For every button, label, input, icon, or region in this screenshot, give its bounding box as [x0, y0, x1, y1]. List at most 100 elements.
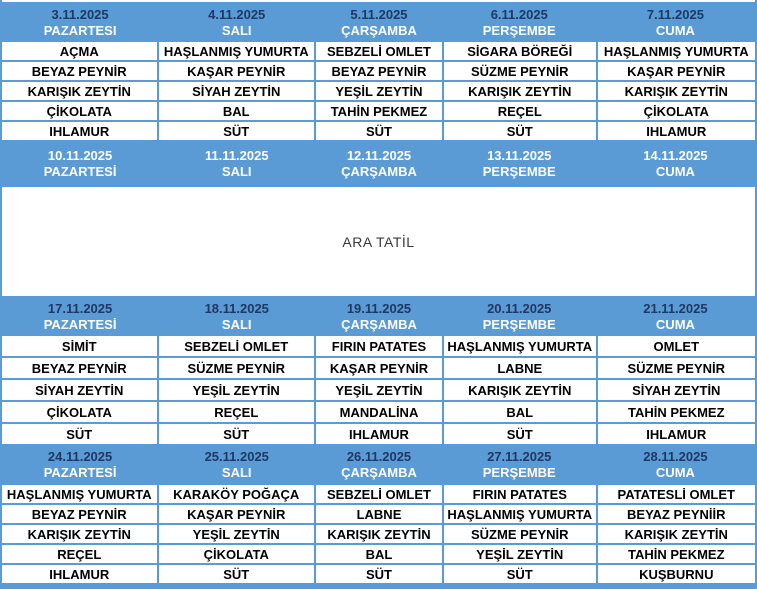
- day-label: PAZARTESI: [43, 22, 117, 38]
- date-label: 12.11.2025: [346, 148, 412, 163]
- menu-cell: BEYAZ PEYNİİR: [597, 505, 755, 523]
- menu-cell: SİYAH ZEYTİN: [597, 380, 755, 400]
- menu-cell: KAŞAR PEYNİR: [316, 358, 442, 378]
- date-label: 28.11.2025: [643, 449, 708, 464]
- menu-cell: KARIŞIK ZEYTİN: [443, 82, 596, 100]
- menu-cell: SÜT: [158, 122, 314, 140]
- day-label: SALI: [221, 465, 252, 480]
- date-label: 11.11.2025: [204, 148, 269, 163]
- menu-cell: ÇİKOLATA: [2, 402, 157, 422]
- date-label: 20.11.2025: [487, 300, 552, 316]
- day-header: 26.11.2025 ÇARŞAMBA: [315, 450, 442, 479]
- menu-cell: PATATESLİ OMLET: [597, 485, 755, 503]
- day-label: ÇARŞAMBA: [341, 316, 417, 332]
- day-header: 12.11.2025 ÇARŞAMBA: [315, 149, 442, 178]
- menu-cell: SÜT: [158, 424, 314, 444]
- menu-cell: IHLAMUR: [597, 122, 755, 140]
- menu-cell: KARIŞIK ZEYTİN: [597, 82, 755, 100]
- menu-cell: SÜZME PEYNİR: [597, 358, 755, 378]
- day-label: PERŞEMBE: [482, 164, 556, 179]
- menu-cell: IHLAMUR: [597, 424, 755, 444]
- menu-cell: IHLAMUR: [2, 565, 157, 583]
- menu-cell: SEBZELİ OMLET: [316, 485, 442, 503]
- menu-cell: FIRIN PATATES: [316, 336, 442, 356]
- menu-cell: REÇEL: [2, 545, 157, 563]
- day-header: 13.11.2025 PERŞEMBE: [443, 149, 596, 178]
- date-label: 24.11.2025: [47, 449, 113, 464]
- menu-cell: FIRIN PATATES: [443, 485, 596, 503]
- menu-cell: REÇEL: [443, 102, 596, 120]
- menu-cell: ÇİKOLATA: [597, 102, 755, 120]
- day-label: PAZARTESİ: [43, 164, 117, 179]
- menu-cell: KAŞAR PEYNİR: [158, 505, 314, 523]
- menu-cell: SÜZME PEYNİR: [158, 358, 314, 378]
- day-label: SALI: [221, 164, 252, 179]
- menu-cell: BEYAZ PEYNİR: [2, 505, 157, 523]
- holiday-block: ARA TATİL: [2, 187, 755, 296]
- day-header: 11.11.2025 SALI: [158, 149, 315, 178]
- menu-cell: BEYAZ PEYNİR: [2, 358, 157, 378]
- day-header: 24.11.2025 PAZARTESİ: [2, 450, 158, 479]
- date-label: 4.11.2025: [208, 6, 266, 22]
- day-header: 10.11.2025 PAZARTESİ: [2, 149, 158, 178]
- menu-cell: KARAKÖY POĞAÇA: [158, 485, 314, 503]
- date-label: 5.11.2025: [350, 6, 408, 22]
- day-label: PERŞEMBE: [482, 316, 556, 332]
- day-label: CUMA: [655, 22, 695, 38]
- day-label: PERŞEMBE: [482, 465, 556, 480]
- day-header: 4.11.2025 SALI: [158, 8, 315, 37]
- menu-cell: MANDALİNA: [316, 402, 442, 422]
- menu-cell: KARIŞIK ZEYTİN: [597, 525, 755, 543]
- menu-cell: LABNE: [316, 505, 442, 523]
- date-label: 3.11.2025: [51, 6, 109, 22]
- week1-rows: AÇMA HAŞLANMIŞ YUMURTA SEBZELİ OMLET SİG…: [2, 42, 755, 140]
- menu-cell: SEBZELİ OMLET: [158, 336, 314, 356]
- menu-cell: BAL: [158, 102, 314, 120]
- menu-cell: BAL: [443, 402, 596, 422]
- day-label: SALI: [221, 22, 252, 38]
- day-label: PAZARTESİ: [43, 465, 117, 480]
- day-header: 28.11.2025 CUMA: [596, 450, 755, 479]
- day-header: 3.11.2025 PAZARTESI: [2, 8, 158, 37]
- menu-cell: HAŞLANMIŞ YUMURTA: [443, 505, 596, 523]
- day-header: 17.11.2025 PAZARTESİ: [2, 302, 158, 331]
- menu-cell: SÜT: [316, 565, 442, 583]
- menu-cell: AÇMA: [2, 42, 157, 60]
- menu-cell: HAŞLANMIŞ YUMURTA: [2, 485, 157, 503]
- day-label: PAZARTESİ: [43, 316, 117, 332]
- day-header: 18.11.2025 SALI: [158, 302, 315, 331]
- week4-rows: HAŞLANMIŞ YUMURTA KARAKÖY POĞAÇA SEBZELİ…: [2, 485, 755, 583]
- day-header: 14.11.2025 CUMA: [596, 149, 755, 178]
- menu-cell: HAŞLANMIŞ YUMURTA: [597, 42, 755, 60]
- day-header: 27.11.2025 PERŞEMBE: [443, 450, 596, 479]
- menu-cell: SÜT: [158, 565, 314, 583]
- week2-header: 10.11.2025 PAZARTESİ 11.11.2025 SALI 12.…: [2, 140, 755, 187]
- bottom-border-strip: [2, 583, 755, 589]
- date-label: 25.11.2025: [204, 449, 269, 464]
- menu-cell: YEŞİL ZEYTİN: [316, 82, 442, 100]
- date-label: 17.11.2025: [47, 300, 113, 316]
- day-label: SALI: [221, 316, 252, 332]
- date-label: 18.11.2025: [204, 300, 269, 316]
- menu-cell: KARIŞIK ZEYTİN: [443, 380, 596, 400]
- menu-cell: SÜT: [2, 424, 157, 444]
- day-header: 5.11.2025 ÇARŞAMBA: [315, 8, 442, 37]
- day-header: 7.11.2025 CUMA: [596, 8, 755, 37]
- day-header: 25.11.2025 SALI: [158, 450, 315, 479]
- menu-cell: IHLAMUR: [2, 122, 157, 140]
- menu-cell: HAŞLANMIŞ YUMURTA: [158, 42, 314, 60]
- date-label: 19.11.2025: [346, 300, 412, 316]
- holiday-label: ARA TATİL: [342, 233, 415, 250]
- day-label: PERŞEMBE: [482, 22, 556, 38]
- menu-cell: ÇİKOLATA: [2, 102, 157, 120]
- menu-cell: SÜT: [316, 122, 442, 140]
- week1-header: 3.11.2025 PAZARTESI 4.11.2025 SALI 5.11.…: [2, 2, 755, 42]
- day-header: 19.11.2025 ÇARŞAMBA: [315, 302, 442, 331]
- menu-cell: IHLAMUR: [316, 424, 442, 444]
- menu-cell: LABNE: [443, 358, 596, 378]
- menu-cell: SÜT: [443, 565, 596, 583]
- day-header: 21.11.2025 CUMA: [596, 302, 755, 331]
- menu-cell: OMLET: [597, 336, 755, 356]
- day-label: CUMA: [655, 164, 695, 179]
- day-label: ÇARŞAMBA: [341, 465, 417, 480]
